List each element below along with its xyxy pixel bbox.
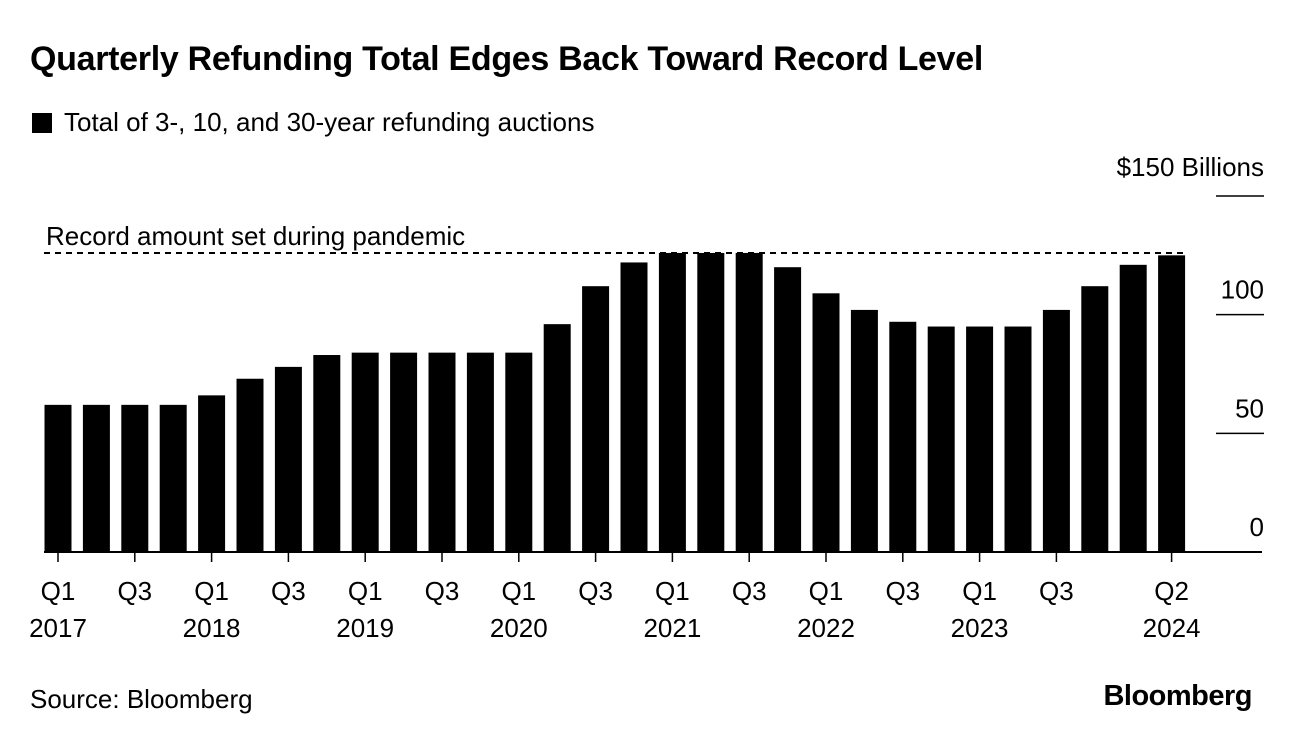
y-tick-label: 100 [1221,275,1264,305]
x-tick-quarter-label: Q1 [962,576,997,606]
x-tick-quarter-label: Q1 [809,576,844,606]
bar [1042,309,1070,552]
x-tick-year-label: 2017 [29,613,87,643]
bar [159,404,187,552]
bar [1119,264,1147,552]
bar [428,352,456,552]
bar [850,309,878,552]
bar [82,404,110,552]
x-tick-year-label: 2022 [797,613,855,643]
record-reference-label: Record amount set during pandemic [46,221,465,251]
bar [274,366,302,552]
bar [1158,255,1186,553]
bar [735,252,763,552]
legend: Total of 3-, 10, and 30-year refunding a… [32,107,594,138]
bar [44,404,72,552]
x-tick-quarter-label: Q3 [885,576,920,606]
bar [620,262,648,552]
bar [1081,286,1109,552]
x-tick-quarter-label: Q1 [41,576,76,606]
bar [121,404,149,552]
bar [582,286,610,552]
bar [466,352,494,552]
bar [697,252,725,552]
legend-swatch [32,112,52,133]
x-tick-quarter-label: Q3 [732,576,767,606]
x-tick-year-label: 2020 [490,613,548,643]
x-tick-year-label: 2018 [183,613,241,643]
x-tick-quarter-label: Q3 [425,576,460,606]
y-axis-unit-label: $150 Billions [1117,152,1264,182]
bar [351,352,379,552]
bar [543,324,571,552]
y-tick-label: 0 [1250,512,1264,542]
bar [774,267,802,552]
legend-label: Total of 3-, 10, and 30-year refunding a… [64,107,595,137]
x-tick-quarter-label: Q2 [1154,576,1189,606]
x-tick-quarter-label: Q3 [117,576,152,606]
x-tick-quarter-label: Q3 [1039,576,1074,606]
x-tick-quarter-label: Q3 [578,576,613,606]
x-tick-year-label: 2024 [1143,613,1201,643]
bloomberg-logo: Bloomberg [1103,680,1252,712]
chart-title: Quarterly Refunding Total Edges Back Tow… [30,40,984,78]
x-tick-quarter-label: Q1 [501,576,536,606]
source-note: Source: Bloomberg [30,684,253,714]
bar [966,326,994,552]
x-tick-year-label: 2019 [336,613,394,643]
y-tick-label: 50 [1235,393,1264,423]
x-tick-quarter-label: Q1 [655,576,690,606]
bar [927,326,955,552]
x-tick-quarter-label: Q1 [348,576,383,606]
bar [889,321,917,552]
bar [1004,326,1032,552]
x-tick-quarter-label: Q3 [271,576,306,606]
bar [505,352,533,552]
x-tick-quarter-label: Q1 [194,576,229,606]
bar [236,378,264,552]
bar [198,395,226,552]
x-tick-year-label: 2023 [951,613,1009,643]
bar [812,293,840,552]
x-tick-year-label: 2021 [643,613,701,643]
bar [390,352,418,552]
bar [313,355,341,552]
bar [658,252,686,552]
